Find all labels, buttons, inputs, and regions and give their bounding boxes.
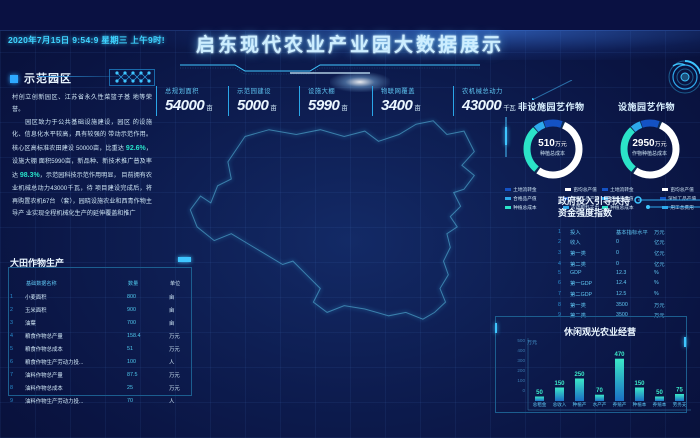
svg-text:总租金: 总租金 <box>533 401 547 408</box>
svg-text:75: 75 <box>676 388 683 394</box>
svg-text:470: 470 <box>614 352 625 358</box>
svg-text:种植本: 种植本 <box>633 401 647 408</box>
svg-text:0: 0 <box>522 388 525 393</box>
svg-text:150: 150 <box>554 381 565 387</box>
svg-text:劳务支: 劳务支 <box>673 401 687 408</box>
svg-text:150: 150 <box>634 381 645 387</box>
svg-text:70: 70 <box>596 388 603 394</box>
svg-text:总收入: 总收入 <box>553 401 567 408</box>
svg-text:250: 250 <box>574 372 585 378</box>
svg-text:50: 50 <box>536 390 543 396</box>
svg-text:养殖本: 养殖本 <box>653 401 667 408</box>
svg-text:种植产: 种植产 <box>573 401 587 408</box>
svg-text:养殖产: 养殖产 <box>613 401 627 408</box>
svg-text:水产产: 水产产 <box>593 401 607 408</box>
svg-text:50: 50 <box>656 390 663 396</box>
